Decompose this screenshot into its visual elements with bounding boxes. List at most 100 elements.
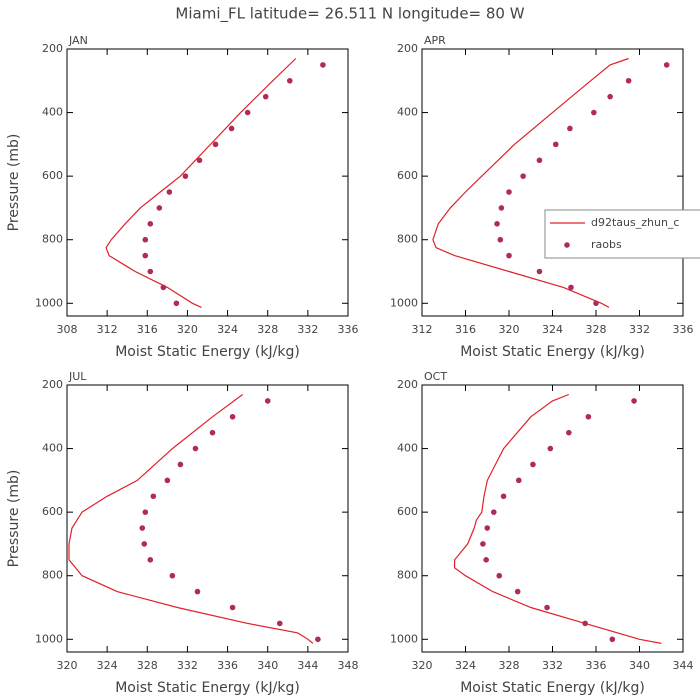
- obs-point: [164, 477, 171, 484]
- y-tick-label: 600: [42, 505, 63, 518]
- x-tick-label: 332: [297, 323, 318, 336]
- x-tick-label: 344: [297, 659, 318, 672]
- y-tick-label: 1000: [35, 632, 63, 645]
- obs-point: [480, 541, 486, 547]
- x-tick-label: 332: [177, 659, 198, 672]
- y-tick-label: 1000: [390, 632, 418, 645]
- obs-point: [566, 429, 572, 436]
- obs-point: [147, 221, 154, 227]
- obs-point: [141, 541, 148, 547]
- obs-point: [196, 157, 203, 164]
- x-tick-label: 324: [97, 659, 118, 672]
- x-tick-label: 316: [137, 323, 158, 336]
- obs-point: [497, 236, 504, 243]
- obs-point: [500, 493, 507, 500]
- obs-point: [506, 252, 512, 259]
- obs-point: [490, 509, 497, 515]
- obs-point: [150, 493, 157, 500]
- x-axis-label: Moist Static Energy (kJ/kg): [460, 344, 645, 360]
- plot-frame: [421, 384, 684, 653]
- obs-point: [483, 557, 489, 563]
- obs-point: [585, 413, 592, 420]
- y-tick-label: 1000: [35, 296, 63, 309]
- x-tick-label: 328: [499, 659, 520, 672]
- obs-point: [515, 477, 522, 484]
- plot-frame: [66, 48, 349, 317]
- x-tick-label: 308: [57, 323, 78, 336]
- obs-point: [607, 93, 613, 100]
- legend-label: d92taus_zhun_c: [591, 216, 679, 229]
- plot-frame: [66, 384, 349, 653]
- x-tick-label: 316: [455, 323, 476, 336]
- y-tick-label: 800: [397, 569, 418, 582]
- x-tick-label: 336: [673, 323, 694, 336]
- y-axis-label: Pressure (mb): [6, 470, 22, 568]
- obs-point: [591, 109, 597, 116]
- obs-point: [514, 588, 521, 595]
- x-tick-label: 336: [586, 659, 607, 672]
- obs-point: [315, 636, 321, 643]
- x-tick-label: 324: [217, 323, 238, 336]
- obs-point: [506, 189, 512, 195]
- obs-point: [320, 62, 326, 68]
- obs-point: [182, 173, 189, 179]
- obs-point: [494, 221, 500, 227]
- panel-title: OCT: [424, 370, 447, 383]
- y-tick-label: 800: [397, 233, 418, 246]
- x-tick-label: 340: [629, 659, 650, 672]
- obs-point: [631, 398, 637, 404]
- obs-point: [228, 125, 235, 132]
- x-tick-label: 324: [455, 659, 476, 672]
- x-tick-label: 344: [673, 659, 694, 672]
- y-tick-label: 400: [397, 106, 418, 119]
- y-axis-label: Pressure (mb): [6, 134, 22, 232]
- model-line: [432, 57, 629, 308]
- x-tick-label: 324: [542, 323, 563, 336]
- figure-title: Miami_FL latitude= 26.511 N longitude= 8…: [175, 5, 524, 24]
- x-tick-label: 348: [338, 659, 359, 672]
- panel-title: JAN: [68, 34, 88, 47]
- x-tick-label: 328: [257, 323, 278, 336]
- y-tick-label: 600: [397, 169, 418, 182]
- model-line: [105, 58, 297, 308]
- legend-label: raobs: [591, 238, 622, 251]
- y-tick-label: 600: [42, 169, 63, 182]
- obs-point: [552, 141, 559, 148]
- obs-point: [142, 236, 149, 243]
- y-tick-label: 200: [397, 378, 418, 391]
- obs-point: [142, 252, 149, 259]
- obs-point: [568, 284, 574, 291]
- obs-point: [593, 300, 599, 307]
- y-tick-label: 200: [42, 378, 63, 391]
- obs-point: [229, 413, 236, 420]
- obs-point: [160, 284, 167, 291]
- obs-point: [547, 445, 554, 452]
- x-tick-label: 312: [412, 323, 433, 336]
- obs-point: [173, 300, 180, 307]
- y-tick-label: 200: [42, 42, 63, 55]
- y-tick-label: 600: [397, 505, 418, 518]
- x-axis-label: Moist Static Energy (kJ/kg): [115, 680, 300, 696]
- obs-point: [276, 620, 283, 627]
- x-tick-label: 332: [629, 323, 650, 336]
- obs-point: [582, 620, 588, 627]
- obs-point: [530, 461, 536, 468]
- obs-point: [262, 93, 269, 100]
- panel-title: JUL: [68, 370, 87, 383]
- x-tick-label: 336: [217, 659, 238, 672]
- obs-point: [286, 77, 293, 84]
- obs-point: [177, 461, 184, 468]
- plot-frame: [421, 48, 684, 317]
- obs-point: [169, 572, 176, 579]
- obs-point: [192, 445, 199, 452]
- obs-point: [544, 604, 550, 611]
- y-tick-label: 800: [42, 233, 63, 246]
- obs-point: [142, 509, 149, 515]
- model-line: [454, 393, 662, 644]
- x-tick-label: 320: [177, 323, 198, 336]
- x-axis-label: Moist Static Energy (kJ/kg): [460, 680, 645, 696]
- panel-title: APR: [424, 34, 446, 47]
- obs-point: [264, 398, 271, 404]
- x-tick-label: 312: [97, 323, 118, 336]
